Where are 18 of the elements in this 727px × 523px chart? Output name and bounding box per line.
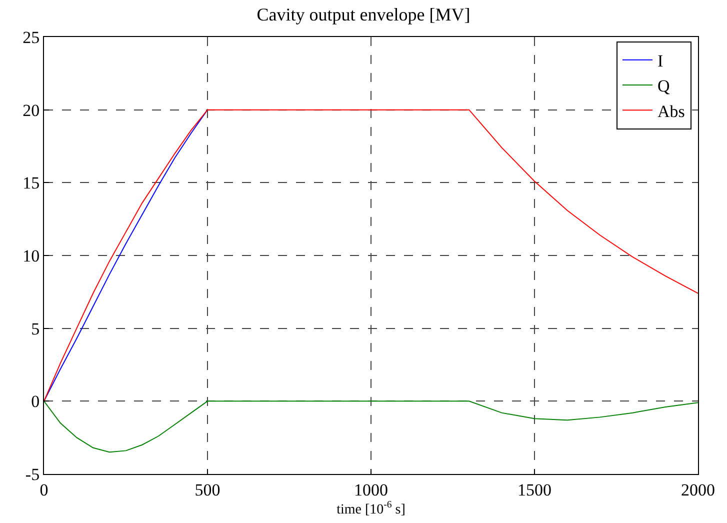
legend-label: Q: [657, 76, 670, 96]
y-tick-label: 5: [31, 319, 40, 338]
y-tick-label: -5: [25, 464, 40, 484]
y-tick-label: 25: [22, 28, 40, 47]
x-axis-title: time [10$^{-6}$ s]: [336, 499, 406, 518]
y-tick-label: 0: [31, 392, 40, 412]
x-tick-label: 1000: [354, 480, 388, 500]
y-tick-label: 10: [22, 246, 40, 266]
chart-title: Cavity output envelope [MV]: [256, 4, 470, 24]
x-tick-label: 500: [194, 480, 220, 500]
line-series: [44, 109, 208, 402]
x-tick-label: 2000: [681, 480, 715, 500]
legend-label: I: [657, 52, 664, 71]
y-tick-label: 20: [22, 100, 40, 120]
x-tick-label: 1500: [518, 480, 552, 500]
line-series: [44, 400, 698, 453]
y-tick-label: 15: [22, 174, 40, 193]
legend-label: Abs: [657, 102, 685, 121]
